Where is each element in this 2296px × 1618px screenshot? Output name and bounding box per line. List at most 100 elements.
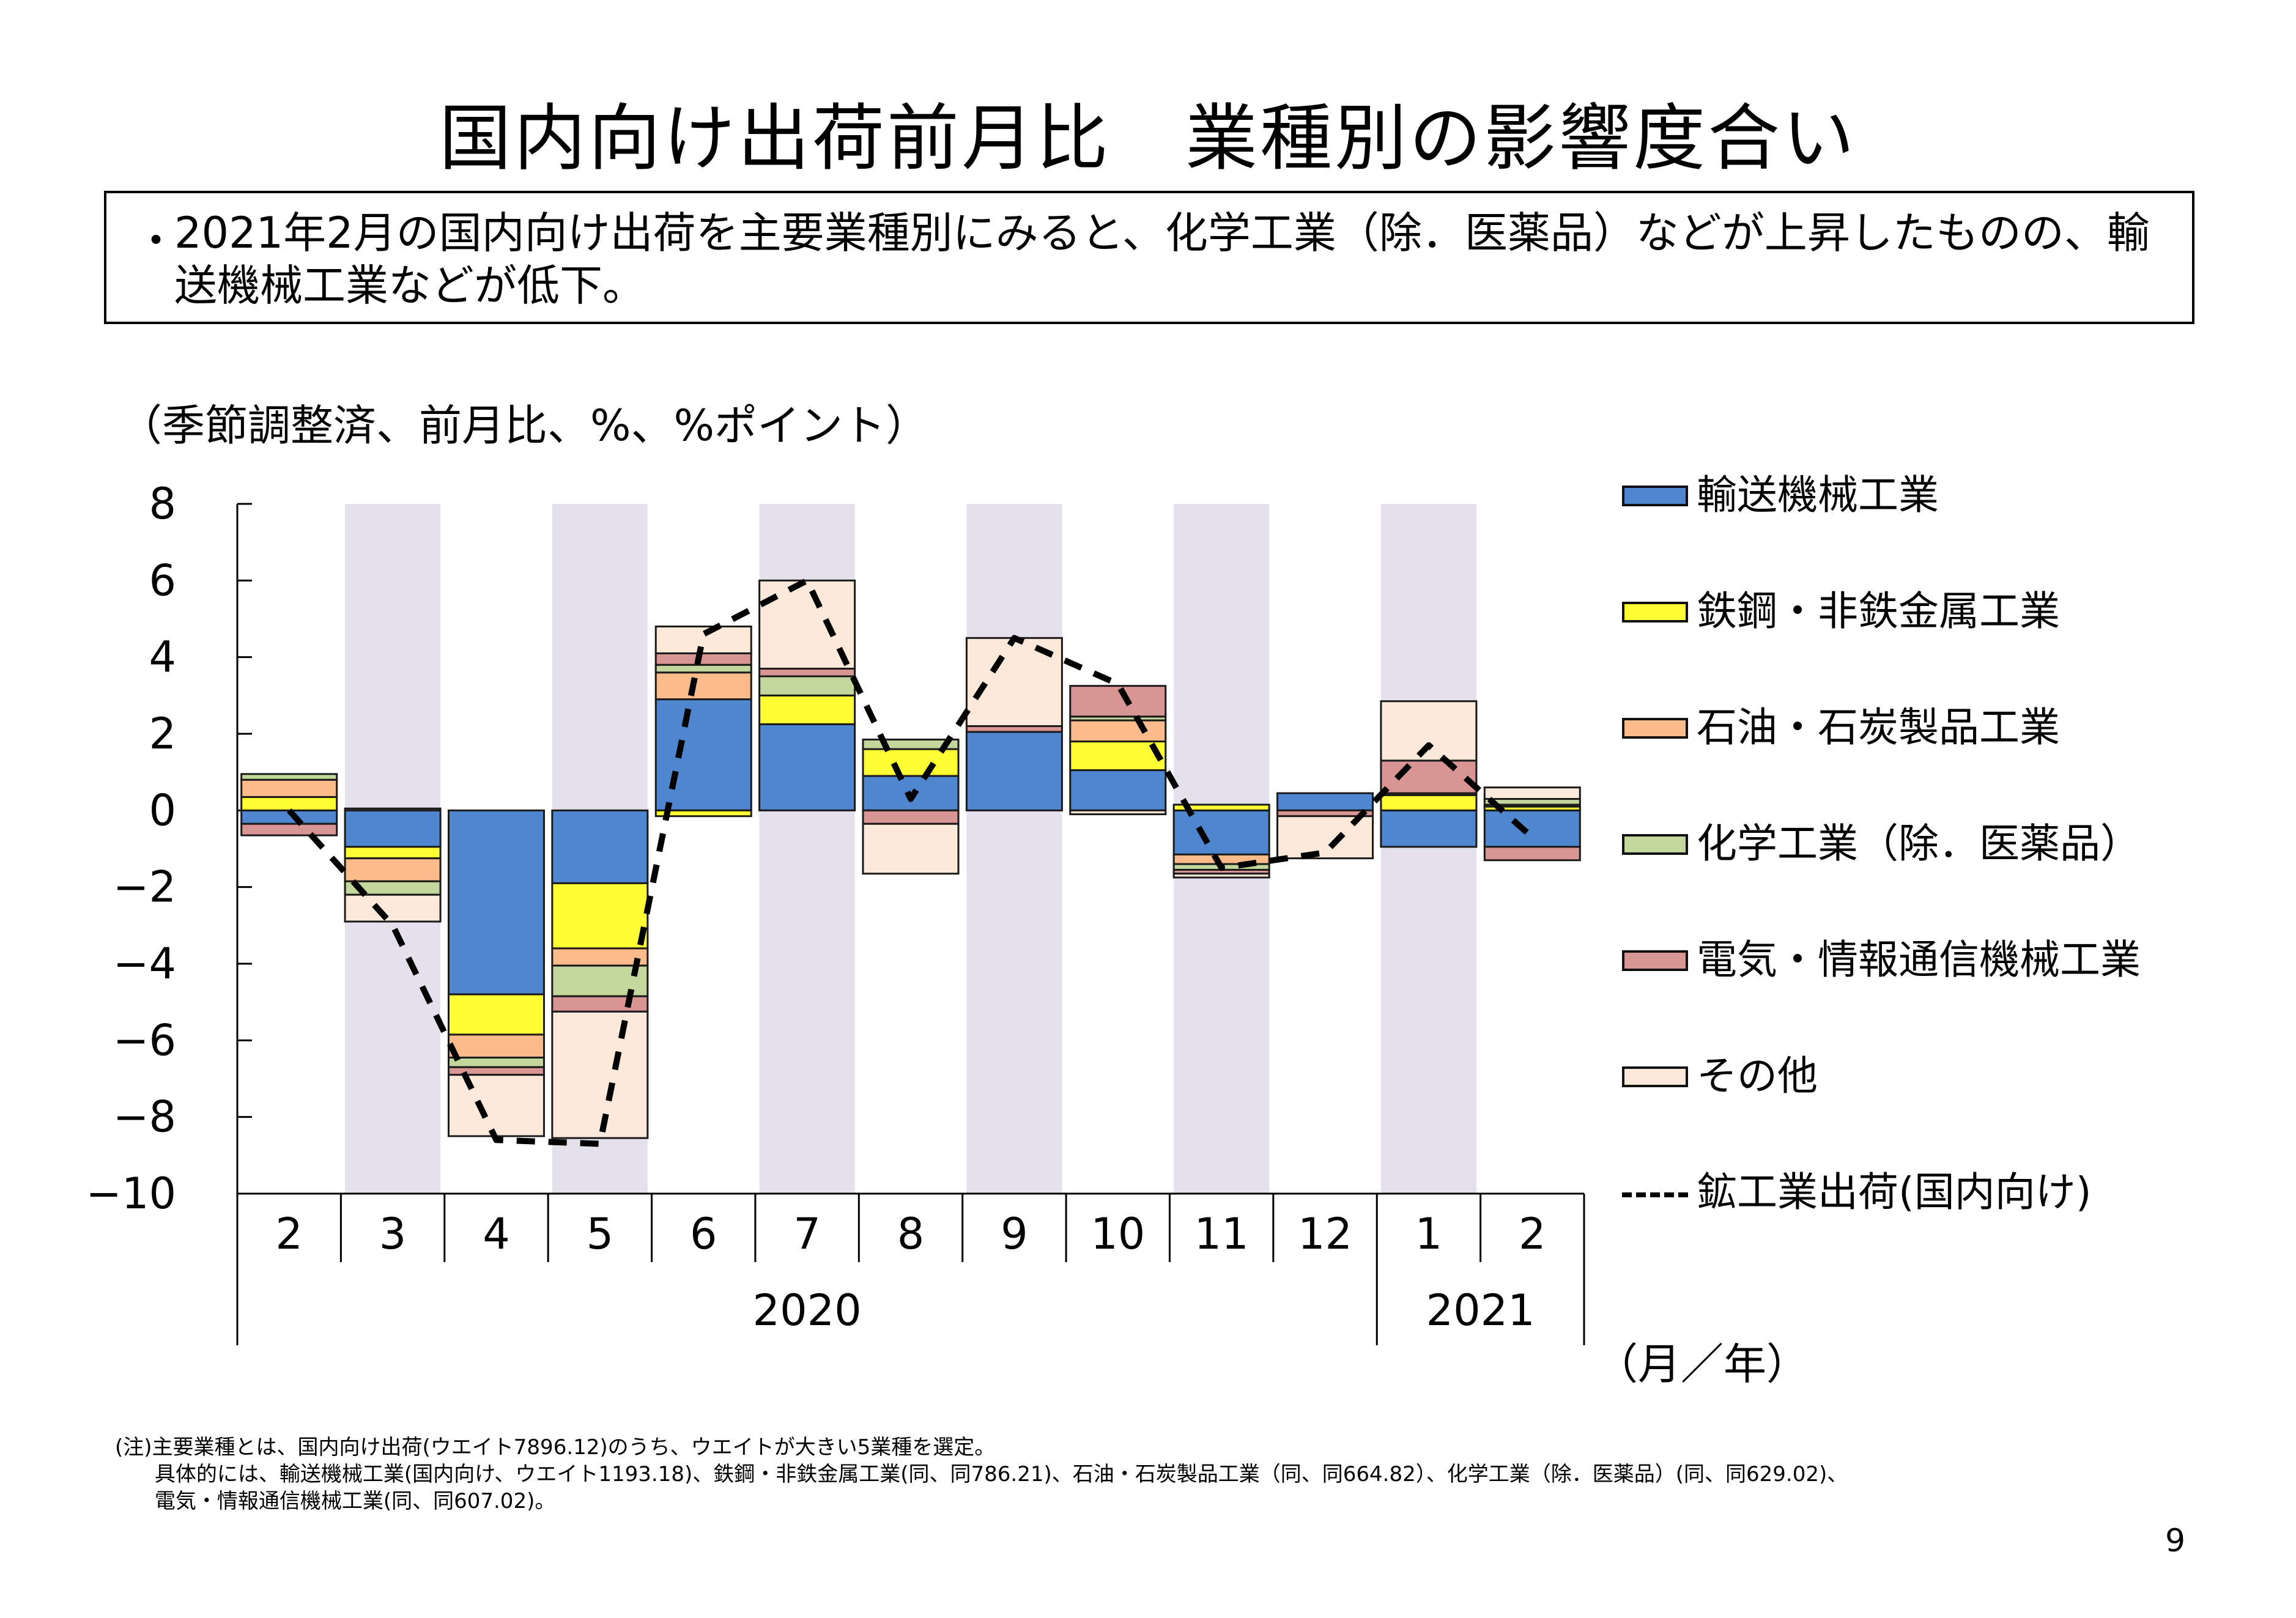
bar-segment bbox=[344, 809, 442, 848]
bar-segment bbox=[654, 663, 752, 674]
x-unit-label: （月／年） bbox=[1595, 1339, 1809, 1389]
bar-segment bbox=[862, 822, 960, 875]
y-tick-label: −6 bbox=[113, 1015, 176, 1065]
legend-dash-line bbox=[1622, 1192, 1688, 1197]
bar-segment bbox=[240, 796, 338, 811]
bar-segment bbox=[862, 809, 960, 825]
shade-band bbox=[1380, 504, 1476, 1194]
x-tick-label: 4 bbox=[483, 1209, 510, 1259]
bar-segment bbox=[758, 667, 856, 678]
bar-segment bbox=[1172, 809, 1270, 855]
legend-item-steel: 鉄鋼・非鉄金属工業 bbox=[1622, 587, 2264, 636]
legend-label-steel: 鉄鋼・非鉄金属工業 bbox=[1697, 588, 2060, 635]
year-label: 2020 bbox=[753, 1285, 862, 1335]
bar-segment bbox=[1172, 803, 1270, 811]
x-tick-label: 8 bbox=[897, 1209, 925, 1259]
y-tick-label: −8 bbox=[113, 1092, 176, 1142]
legend-label-transport: 輸送機械工業 bbox=[1697, 471, 1939, 519]
bar-segment bbox=[551, 1010, 649, 1139]
shade-band bbox=[966, 504, 1062, 1194]
x-tick-label: 2 bbox=[1519, 1209, 1546, 1259]
bar-segment bbox=[447, 809, 545, 996]
x-tick-label: 12 bbox=[1298, 1209, 1352, 1259]
bar-segment bbox=[1172, 873, 1270, 879]
x-tick-label: 5 bbox=[587, 1209, 614, 1259]
bar-segment bbox=[1483, 846, 1581, 862]
bar-segment bbox=[551, 882, 649, 950]
legend-swatch-other bbox=[1622, 1066, 1688, 1087]
y-tick-label: 2 bbox=[149, 709, 176, 759]
legend-swatch-chemical bbox=[1622, 834, 1688, 855]
bar-segment bbox=[447, 1057, 545, 1068]
footnote-line: 具体的には、輸送機械工業(国内向け、ウエイト1193.18)、鉄鋼・非鉄金属工業… bbox=[115, 1462, 1848, 1487]
bar-segment bbox=[344, 857, 442, 882]
bar-segment bbox=[240, 778, 338, 798]
legend-item-transport: 輸送機械工業 bbox=[1622, 471, 2264, 520]
bar-segment bbox=[1069, 685, 1167, 718]
bar-segment bbox=[447, 993, 545, 1036]
page-number: 9 bbox=[2165, 1523, 2186, 1559]
bar-segment bbox=[344, 846, 442, 860]
page-title: 国内向け出荷前月比 業種別の影響度合い bbox=[439, 96, 1857, 180]
bar-segment bbox=[1069, 809, 1167, 816]
y-tick-label: −4 bbox=[113, 939, 176, 989]
bar-segment bbox=[344, 807, 442, 811]
bar-segment bbox=[240, 822, 338, 837]
y-unit-label: （季節調整済、前月比、%、%ポイント） bbox=[119, 401, 929, 451]
x-tick-label: 1 bbox=[1415, 1209, 1443, 1259]
bar-segment bbox=[758, 675, 856, 696]
legend-swatch-electrical bbox=[1622, 950, 1688, 971]
bar-segment bbox=[965, 731, 1063, 811]
legend-item-other: その他 bbox=[1622, 1052, 2264, 1101]
legend-label-other: その他 bbox=[1697, 1052, 1818, 1099]
x-tick-label: 7 bbox=[793, 1209, 821, 1259]
year-label: 2021 bbox=[1426, 1285, 1535, 1335]
legend-label-electrical: 電気・情報通信機械工業 bbox=[1697, 936, 2141, 983]
footnote-line: 電気・情報通信機械工業(同、同607.02)。 bbox=[115, 1489, 556, 1513]
x-tick-label: 10 bbox=[1091, 1209, 1145, 1259]
summary-text: 2021年2月の国内向け出荷を主要業種別にみると、化学工業（除．医薬品）などが上… bbox=[174, 208, 2150, 311]
x-tick-label: 3 bbox=[379, 1209, 407, 1259]
y-tick-label: 8 bbox=[149, 479, 176, 529]
legend-item-chemical: 化学工業（除．医薬品） bbox=[1622, 819, 2264, 868]
bar-segment bbox=[1069, 769, 1167, 811]
y-tick-label: 4 bbox=[149, 632, 176, 682]
bar-segment bbox=[654, 809, 752, 818]
footnote-line: (注)主要業種とは、国内向け出荷(ウエイト7896.12)のうち、ウエイトが大き… bbox=[115, 1435, 996, 1460]
y-tick-label: 0 bbox=[149, 785, 176, 835]
summary-box bbox=[104, 191, 2194, 324]
bar-segment bbox=[551, 947, 649, 967]
bar-segment bbox=[344, 893, 442, 923]
bar-segment bbox=[551, 809, 649, 884]
bar-segment bbox=[551, 995, 649, 1013]
bar-segment bbox=[1380, 700, 1478, 762]
legend-swatch-petroleum bbox=[1622, 718, 1688, 739]
y-tick-label: −10 bbox=[86, 1169, 176, 1219]
legend-item-electrical: 電気・情報通信機械工業 bbox=[1622, 936, 2264, 984]
x-tick-label: 9 bbox=[1001, 1209, 1028, 1259]
y-tick-label: 6 bbox=[149, 555, 176, 605]
x-tick-label: 2 bbox=[275, 1209, 303, 1259]
bar-segment bbox=[654, 671, 752, 701]
total-shipments-line bbox=[286, 577, 1535, 1147]
bar-segment bbox=[1483, 809, 1581, 848]
bar-segment bbox=[1276, 815, 1374, 860]
bar-segment bbox=[1380, 794, 1478, 811]
x-tick-label: 6 bbox=[690, 1209, 717, 1259]
y-tick-label: −2 bbox=[113, 862, 176, 912]
bar-segment bbox=[447, 1033, 545, 1059]
bar-segment bbox=[862, 748, 960, 777]
bar-segment bbox=[240, 773, 338, 781]
legend-swatch-steel bbox=[1622, 602, 1688, 622]
bar-segment bbox=[654, 698, 752, 811]
bar-segment bbox=[654, 652, 752, 666]
legend-item-petroleum: 石油・石炭製品工業 bbox=[1622, 703, 2264, 752]
bar-segment bbox=[758, 723, 856, 811]
bar-segment bbox=[1276, 792, 1374, 811]
bar-segment bbox=[1483, 786, 1581, 800]
legend-item-total-line: 鉱工業出荷(国内向け) bbox=[1622, 1168, 2264, 1217]
bar-segment bbox=[447, 1074, 545, 1137]
bar-segment bbox=[1380, 809, 1478, 848]
legend-label-chemical: 化学工業（除．医薬品） bbox=[1697, 820, 2141, 867]
